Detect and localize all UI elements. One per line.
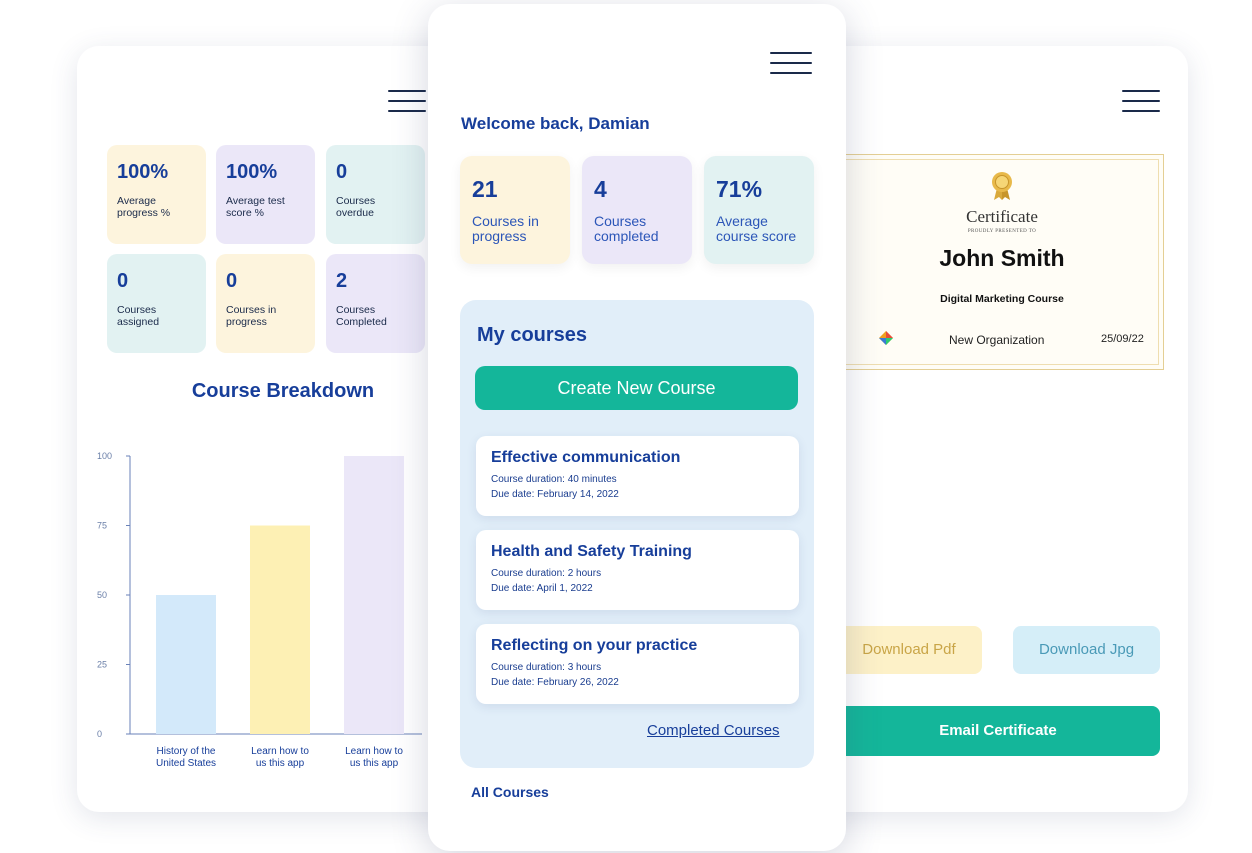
y-tick-label: 75 bbox=[97, 521, 107, 531]
course-card[interactable]: Effective communication Course duration:… bbox=[476, 436, 799, 516]
y-tick-label: 0 bbox=[97, 729, 102, 739]
certificate-date: 25/09/22 bbox=[1101, 333, 1144, 345]
course-duration: Course duration: 2 hours bbox=[491, 568, 602, 579]
completed-courses-link[interactable]: Completed Courses bbox=[647, 722, 780, 739]
stat-label: Courses overdue bbox=[336, 195, 376, 219]
analytics-panel: 100% Average progress % 100% Average tes… bbox=[77, 46, 497, 812]
organization-logo-icon bbox=[879, 331, 893, 345]
stat-label: Courses assigned bbox=[117, 304, 160, 328]
stat-courses-completed: 4 Courses completed bbox=[582, 156, 692, 264]
stat-value: 4 bbox=[594, 176, 607, 202]
course-duration: Course duration: 40 minutes bbox=[491, 474, 617, 485]
certificate-preview: Certificate PROUDLY PRESENTED TO John Sm… bbox=[840, 154, 1164, 370]
certificate-subheading: PROUDLY PRESENTED TO bbox=[967, 229, 1037, 234]
category-label-line: us this app bbox=[256, 758, 305, 769]
my-courses-title: My courses bbox=[477, 324, 588, 346]
category-label-line: History of the bbox=[157, 746, 216, 757]
course-card[interactable]: Reflecting on your practice Course durat… bbox=[476, 624, 799, 704]
stat-label: Courses in progress bbox=[472, 213, 539, 244]
course-card[interactable]: Health and Safety Training Course durati… bbox=[476, 530, 799, 610]
certificate-organization: New Organization bbox=[949, 333, 1045, 347]
stat-average-course-score: 71% Average course score bbox=[704, 156, 814, 264]
stat-average-progress: 100% Average progress % bbox=[107, 145, 206, 244]
stat-courses-completed: 2 Courses Completed bbox=[326, 254, 425, 353]
chart-title: Course Breakdown bbox=[191, 380, 375, 402]
y-tick-label: 50 bbox=[97, 590, 107, 600]
stat-value: 100% bbox=[226, 161, 278, 183]
dashboard-phone: Welcome back, Damian 21 Courses in progr… bbox=[428, 4, 846, 851]
course-due-date: Due date: April 1, 2022 bbox=[491, 583, 593, 594]
stat-value: 0 bbox=[117, 270, 129, 292]
y-tick-label: 25 bbox=[97, 660, 107, 670]
stat-value: 71% bbox=[716, 176, 763, 202]
y-tick-label: 100 bbox=[97, 451, 112, 461]
stat-label: Courses Completed bbox=[336, 304, 387, 328]
stat-label: Courses in progress bbox=[226, 304, 277, 328]
award-ribbon-icon bbox=[992, 172, 1012, 200]
bar bbox=[156, 595, 216, 734]
my-courses-panel: My courses Create New Course Effective c… bbox=[460, 300, 814, 768]
stat-courses-in-progress: 0 Courses in progress bbox=[216, 254, 315, 353]
stat-value: 21 bbox=[472, 176, 498, 202]
stat-value: 0 bbox=[336, 161, 348, 183]
course-title: Reflecting on your practice bbox=[491, 637, 698, 654]
bar bbox=[250, 525, 310, 734]
course-title: Health and Safety Training bbox=[491, 543, 692, 560]
category-label-line: us this app bbox=[350, 758, 399, 769]
all-courses-link[interactable]: All Courses bbox=[471, 784, 549, 800]
stat-courses-assigned: 0 Courses assigned bbox=[107, 254, 206, 353]
create-new-course-button[interactable]: Create New Course bbox=[475, 366, 798, 410]
stat-average-test-score: 100% Average test score % bbox=[216, 145, 315, 244]
hamburger-menu-icon[interactable] bbox=[388, 90, 426, 112]
course-title: Effective communication bbox=[491, 449, 681, 466]
stat-value: 2 bbox=[336, 270, 348, 292]
category-label: Learn how to us this app bbox=[345, 746, 403, 769]
email-certificate-button[interactable]: Email Certificate bbox=[836, 706, 1160, 756]
category-label: Learn how to us this app bbox=[251, 746, 309, 769]
category-label: History of the United States bbox=[156, 746, 216, 769]
download-jpg-button[interactable]: Download Jpg bbox=[1013, 626, 1160, 674]
course-breakdown-chart: 0 25 50 75 100 History of the United States Lea… bbox=[97, 451, 422, 769]
recipient-name: John Smith bbox=[939, 245, 1065, 271]
stat-value: 0 bbox=[226, 270, 238, 292]
stat-label: Courses completed bbox=[594, 213, 659, 244]
stat-label: Average course score bbox=[716, 213, 797, 244]
course-due-date: Due date: February 26, 2022 bbox=[491, 677, 619, 688]
stat-label: Average test score % bbox=[226, 195, 285, 219]
stat-value: 100% bbox=[117, 161, 169, 183]
bar bbox=[344, 456, 404, 734]
stat-courses-overdue: 0 Courses overdue bbox=[326, 145, 425, 244]
certificate-heading: Certificate bbox=[966, 207, 1038, 226]
category-label-line: Learn how to bbox=[251, 746, 309, 757]
category-label-line: United States bbox=[156, 758, 216, 769]
welcome-message: Welcome back, Damian bbox=[461, 114, 650, 133]
download-pdf-button[interactable]: Download Pdf bbox=[836, 626, 982, 674]
hamburger-menu-icon[interactable] bbox=[1122, 90, 1160, 112]
stat-label: Average progress % bbox=[117, 195, 171, 219]
course-duration: Course duration: 3 hours bbox=[491, 662, 602, 673]
stat-courses-in-progress: 21 Courses in progress bbox=[460, 156, 570, 264]
course-due-date: Due date: February 14, 2022 bbox=[491, 489, 619, 500]
certificate-course: Digital Marketing Course bbox=[940, 293, 1064, 305]
hamburger-menu-icon[interactable] bbox=[770, 52, 812, 74]
category-label-line: Learn how to bbox=[345, 746, 403, 757]
